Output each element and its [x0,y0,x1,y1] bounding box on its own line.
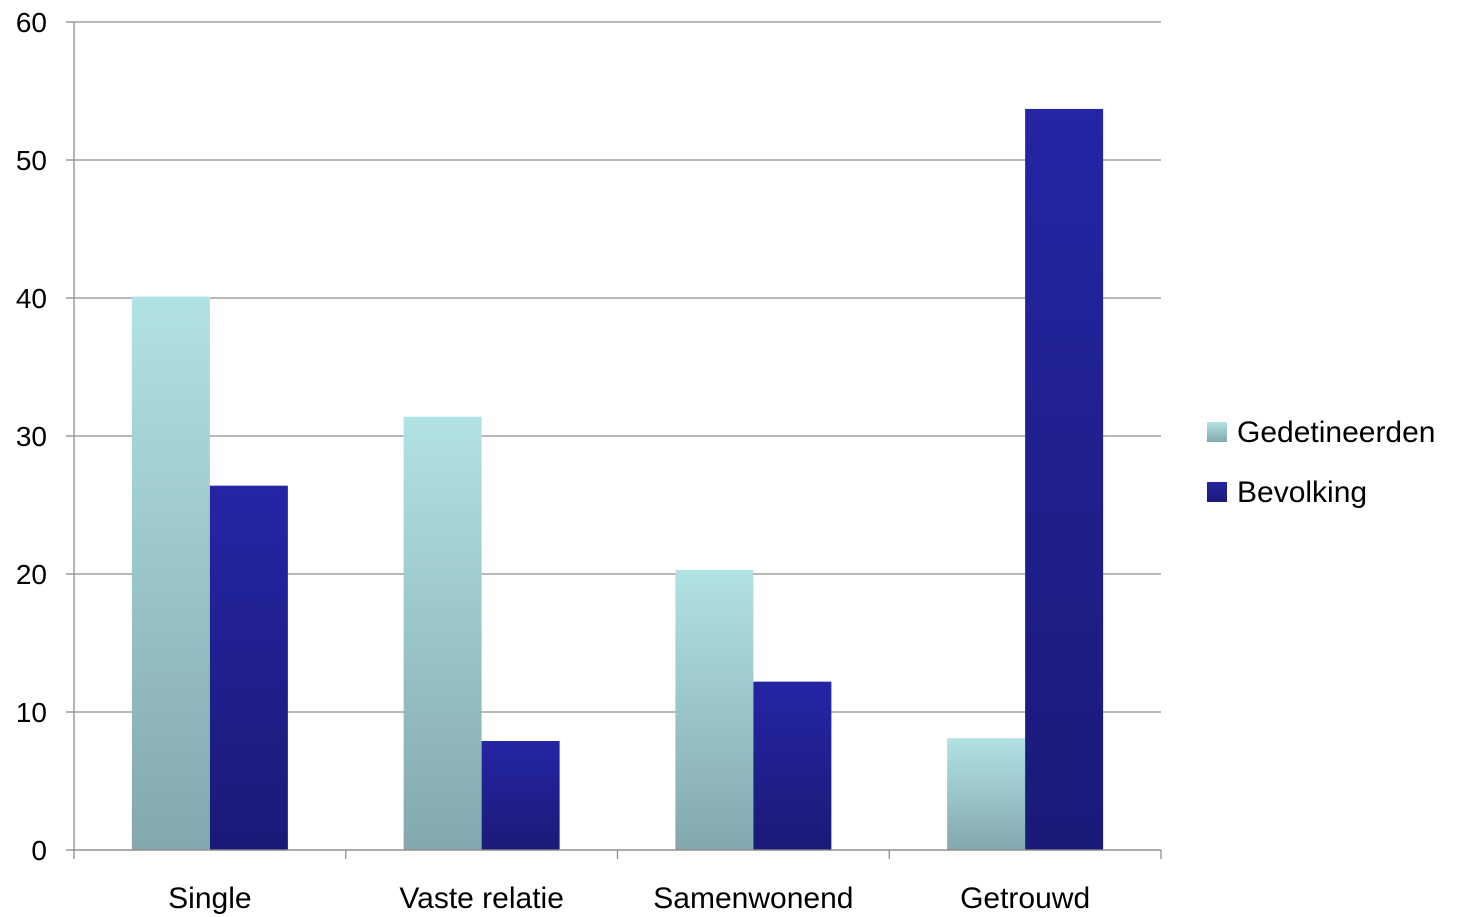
legend-swatch [1207,482,1227,502]
x-tick-label: Single [168,882,251,915]
legend-label: Gedetineerden [1237,416,1436,449]
y-tick-label: 20 [16,559,47,590]
legend: Gedetineerden Bevolking [1207,416,1436,509]
x-tick-label: Vaste relatie [399,882,564,915]
y-tick-label: 60 [16,7,47,38]
bar-bevolking-samenwonend [753,681,832,850]
x-tick-labels: Single Vaste relatie Samenwonend Getrouwd [168,882,1090,915]
bar-bevolking-vaste-relatie [481,740,560,850]
legend-swatch [1207,422,1227,442]
y-tick-label: 40 [16,283,47,314]
bar-bevolking-getrouwd [1025,108,1104,850]
bar-gedetineerden-single [131,296,210,850]
bar-gedetineerden-samenwonend [675,569,754,850]
legend-label: Bevolking [1237,476,1367,509]
bar-gedetineerden-vaste-relatie [403,416,482,850]
y-tick-labels: 0 10 20 30 40 50 60 [16,7,47,866]
axes [73,22,1162,859]
y-tick-label: 50 [16,145,47,176]
y-tick-label: 30 [16,421,47,452]
bar-gedetineerden-getrouwd [947,738,1026,850]
y-tick-label: 0 [31,835,47,866]
y-tick-label: 10 [16,697,47,728]
x-tick-label: Getrouwd [960,882,1090,915]
bar-bevolking-single [209,485,288,850]
bars [131,108,1104,850]
x-tick-label: Samenwonend [653,882,853,915]
